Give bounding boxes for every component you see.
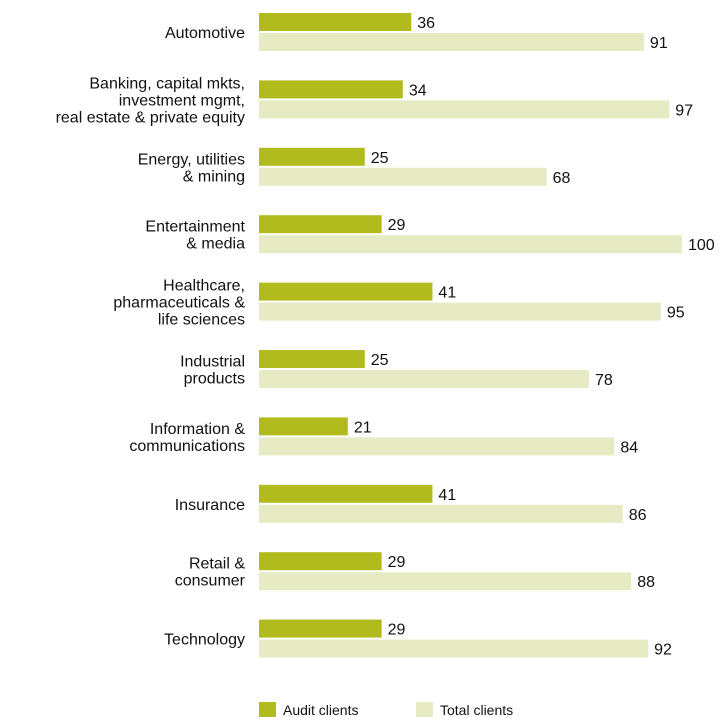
value-label-total-clients-technology: 92 [654, 642, 672, 659]
bar-audit-clients-energy-utilities-mining [259, 147, 365, 166]
value-label-audit-clients-retail-consumer: 29 [388, 554, 406, 571]
bars: 36 91 34 97 25 68 29 100 41 95 25 78 21 84 41 86 29 88 29 9… [259, 13, 715, 659]
category-label-entertainment-media: Entertainment & media [145, 219, 245, 253]
value-label-audit-clients-industrial-products: 25 [371, 352, 389, 369]
category-label-line: Insurance [175, 497, 245, 514]
category-label-line: Healthcare, [163, 278, 245, 295]
value-label-audit-clients-technology: 29 [388, 622, 406, 639]
value-label-audit-clients-information-communications: 21 [354, 419, 372, 436]
category-label-line: Automotive [165, 25, 245, 42]
bar-audit-clients-technology [259, 619, 382, 638]
value-label-total-clients-entertainment-media: 100 [688, 237, 715, 254]
legend-label-total-clients: Total clients [440, 702, 513, 717]
category-label-line: Technology [164, 632, 245, 649]
value-label-total-clients-energy-utilities-mining: 68 [553, 170, 571, 187]
bar-audit-clients-entertainment-media [259, 215, 382, 234]
bar-total-clients-banking-capital-mkts-investment-mgmt-real-estate-private-equity [259, 100, 670, 119]
value-label-total-clients-insurance: 86 [629, 507, 647, 524]
bar-total-clients-insurance [259, 504, 623, 523]
category-label-line: & mining [183, 168, 245, 185]
bar-audit-clients-retail-consumer [259, 552, 382, 571]
value-label-total-clients-banking-capital-mkts-investment-mgmt-real-estate-private-equity: 97 [675, 102, 693, 119]
category-label-line: products [184, 371, 245, 388]
bar-total-clients-entertainment-media [259, 235, 682, 254]
category-label-information-communications: Information & communications [129, 421, 245, 455]
category-label-banking-capital-mkts-investment-mgmt-real-estate-private-equity: Banking, capital mkts, investment mgmt, re… [56, 75, 245, 126]
value-label-audit-clients-entertainment-media: 29 [388, 217, 406, 234]
value-label-total-clients-information-communications: 84 [620, 439, 638, 456]
category-label-industrial-products: Industrial products [180, 354, 245, 388]
category-label-line: Energy, utilities [138, 151, 245, 168]
category-label-line: pharmaceuticals & [113, 295, 245, 312]
bar-total-clients-healthcare-pharmaceuticals-life-sciences [259, 302, 661, 321]
value-label-audit-clients-insurance: 41 [438, 487, 456, 504]
category-label-retail-consumer: Retail & consumer [175, 556, 246, 590]
category-label-line: Industrial [180, 354, 245, 371]
value-label-total-clients-automotive: 91 [650, 35, 668, 52]
bar-total-clients-information-communications [259, 437, 615, 456]
category-label-line: real estate & private equity [56, 109, 245, 126]
category-label-line: communications [129, 438, 245, 455]
category-label-line: investment mgmt, [119, 92, 245, 109]
bar-audit-clients-banking-capital-mkts-investment-mgmt-real-estate-private-equity [259, 80, 403, 99]
bar-audit-clients-healthcare-pharmaceuticals-life-sciences [259, 282, 433, 301]
bar-total-clients-automotive [259, 33, 644, 51]
value-label-audit-clients-healthcare-pharmaceuticals-life-sciences: 41 [438, 285, 456, 302]
category-label-energy-utilities-mining: Energy, utilities & mining [138, 151, 245, 185]
legend: Audit clients Total clients [259, 702, 513, 717]
bar-audit-clients-insurance [259, 484, 433, 503]
category-label-line: consumer [175, 573, 246, 590]
value-label-total-clients-retail-consumer: 88 [637, 574, 655, 591]
category-label-line: & media [186, 236, 245, 253]
category-labels: Automotive Banking, capital mkts, investme… [56, 25, 246, 649]
category-label-automotive: Automotive [165, 25, 245, 42]
bar-total-clients-industrial-products [259, 370, 589, 388]
bar-audit-clients-automotive [259, 13, 412, 31]
bar-audit-clients-industrial-products [259, 350, 365, 368]
category-label-line: Information & [150, 421, 245, 438]
value-label-audit-clients-automotive: 36 [417, 15, 435, 32]
value-label-audit-clients-banking-capital-mkts-investment-mgmt-real-estate-private-equity: 34 [409, 82, 427, 99]
bar-audit-clients-information-communications [259, 417, 348, 436]
legend-swatch-total-clients [416, 702, 433, 717]
category-label-line: Banking, capital mkts, [89, 75, 245, 92]
legend-swatch-audit-clients [259, 702, 276, 717]
category-label-healthcare-pharmaceuticals-life-sciences: Healthcare, pharmaceuticals & life science… [113, 278, 245, 329]
legend-label-audit-clients: Audit clients [283, 702, 358, 717]
value-label-audit-clients-energy-utilities-mining: 25 [371, 150, 389, 167]
category-label-insurance: Insurance [175, 497, 245, 514]
bar-total-clients-retail-consumer [259, 572, 632, 591]
category-label-line: Retail & [189, 556, 245, 573]
value-label-total-clients-industrial-products: 78 [595, 372, 613, 389]
bar-total-clients-energy-utilities-mining [259, 167, 547, 186]
category-label-line: life sciences [158, 312, 245, 329]
bar-total-clients-technology [259, 639, 649, 658]
value-label-total-clients-healthcare-pharmaceuticals-life-sciences: 95 [667, 305, 685, 322]
category-label-line: Entertainment [145, 219, 245, 236]
category-label-technology: Technology [164, 632, 245, 649]
